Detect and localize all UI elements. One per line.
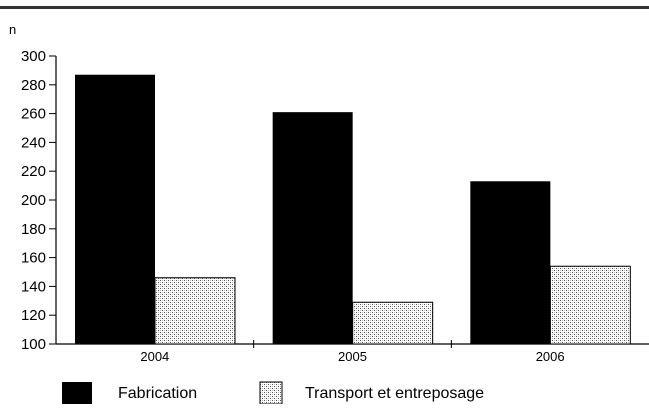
y-tick-label: 140 — [21, 278, 46, 295]
y-tick-label: 240 — [21, 134, 46, 151]
legend-swatch-fabrication — [62, 382, 92, 404]
legend-label-transport: Transport et entreposage — [305, 385, 484, 402]
y-tick-label: 160 — [21, 250, 46, 267]
y-tick-label: 260 — [21, 106, 46, 123]
y-tick-label: 200 — [21, 192, 46, 209]
y-tick-label: 220 — [21, 163, 46, 180]
top-rule — [0, 6, 649, 9]
legend-label-fabrication: Fabrication — [118, 385, 197, 402]
y-tick-label: 100 — [21, 336, 46, 353]
x-tick-label: 2004 — [140, 349, 169, 364]
y-axis-unit-label: n — [9, 22, 16, 37]
y-tick-label: 120 — [21, 307, 46, 324]
legend-swatch-transport — [259, 381, 283, 405]
y-tick-label: 300 — [21, 48, 46, 65]
bar-fabrication — [470, 181, 551, 344]
bar-fabrication — [75, 74, 155, 344]
x-tick-label: 2005 — [338, 349, 367, 364]
bar-transport — [549, 265, 631, 345]
bar-transport — [352, 301, 434, 345]
y-tick-label: 180 — [21, 221, 46, 238]
y-tick-label: 280 — [21, 77, 46, 94]
bar-transport — [154, 277, 236, 345]
bar-fabrication — [272, 112, 353, 344]
x-tick-label: 2006 — [536, 349, 565, 364]
